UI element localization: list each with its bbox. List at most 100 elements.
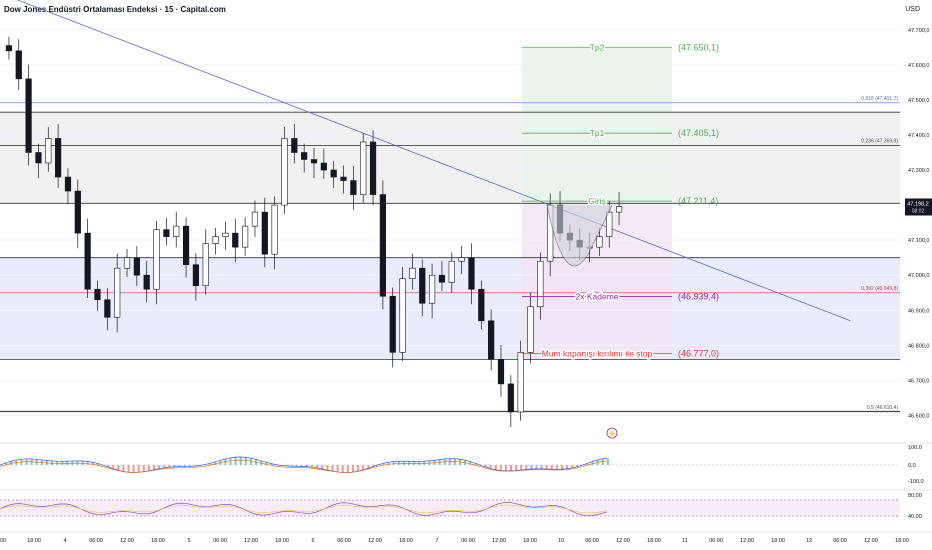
macd-histogram-bar <box>56 461 59 465</box>
candle-body <box>143 274 150 290</box>
candle-body <box>369 141 377 195</box>
y-tick-label: 47.300,0 <box>908 168 929 174</box>
candle-body <box>74 190 81 234</box>
candle-body <box>104 299 111 318</box>
bolt-glyph: ⚡ <box>608 429 617 438</box>
macd-histogram-bar <box>137 465 140 473</box>
x-tick-label: 11 <box>682 538 688 544</box>
position-level-value: (46.939,4) <box>678 291 719 301</box>
rsi-tick-label: 80,00 <box>908 493 922 499</box>
macd-histogram-bar <box>153 465 155 470</box>
x-tick-label: 12:00 <box>368 538 382 544</box>
macd-histogram-bar <box>127 465 130 473</box>
macd-histogram-bar <box>372 465 375 467</box>
position-level-value: (47.211,4) <box>678 196 718 206</box>
x-tick-label: 12:00 <box>740 538 754 544</box>
macd-histogram-bar <box>193 465 196 467</box>
candle-body <box>399 278 406 353</box>
x-tick-label: 18:00 <box>275 538 289 544</box>
macd-tick-label: 0,0 <box>908 463 916 469</box>
candle-body <box>25 78 32 153</box>
fib-label: 0,382 (46.949,8) <box>861 286 898 292</box>
x-tick-label: 18:00 <box>523 538 537 544</box>
x-tick-label: 06:00 <box>461 538 475 544</box>
fib-label: 0,618 (47.491,7) <box>861 96 898 102</box>
currency-label: USD <box>905 6 920 13</box>
fib-label: 0,5 (46.610,4) <box>867 405 898 411</box>
x-tick-label: 18:00 <box>647 538 661 544</box>
macd-histogram-bar <box>147 465 150 471</box>
x-tick-label: 5 <box>187 538 190 544</box>
candle-body <box>123 257 131 269</box>
candle-body <box>389 295 396 353</box>
macd-histogram-bar <box>550 465 553 470</box>
macd-histogram-bar <box>96 463 99 465</box>
macd-histogram-bar <box>387 462 390 465</box>
position-level-name: Tp1 <box>590 128 605 138</box>
macd-line <box>0 456 607 473</box>
levels-layer: 0,618 (47.491,7) 0,236 (47.369,8) 0,382 (4… <box>0 0 900 413</box>
macd-histogram-bar <box>586 463 589 465</box>
candle-body <box>182 225 190 265</box>
macd-histogram-bar <box>285 465 288 466</box>
macd-histogram-bar <box>300 465 303 467</box>
candle-body <box>232 232 239 248</box>
macd-histogram-bar <box>382 463 385 465</box>
position-level-value: (46.777,0) <box>678 348 719 358</box>
y-tick-label: 46.900,0 <box>908 308 929 314</box>
indicator-panels: 100,0 0,0 -100,0 80,00 40,00 <box>0 442 932 520</box>
macd-histogram-bar <box>397 461 400 465</box>
macd-histogram-bar <box>540 465 543 469</box>
macd-histogram-bar <box>357 465 359 472</box>
x-tick-label: 6 <box>311 538 314 544</box>
candle-body <box>242 225 249 248</box>
candle-body <box>606 211 613 237</box>
macd-histogram-bar <box>183 465 186 467</box>
candle-body <box>350 180 357 195</box>
macd-histogram-bar <box>474 462 477 465</box>
candle-body <box>615 206 623 213</box>
macd-histogram-bar <box>117 465 120 470</box>
macd-histogram-bar <box>316 465 319 468</box>
candle-body <box>35 152 42 164</box>
x-tick-label: 10 <box>558 538 564 544</box>
macd-histogram-bar <box>5 463 8 465</box>
candle-body <box>45 138 52 164</box>
macd-histogram-bar <box>494 465 497 470</box>
macd-histogram-bar <box>112 465 115 469</box>
x-tick-label: 7 <box>435 538 438 544</box>
macd-histogram-bar <box>510 465 512 471</box>
macd-histogram-bar <box>545 465 548 469</box>
x-tick-label: 18:00 <box>27 538 41 544</box>
macd-histogram-bar <box>290 465 293 467</box>
position-level-value: (47.650,1) <box>678 42 719 52</box>
macd-histogram-bar <box>571 465 574 469</box>
y-tick-label: 47.000,0 <box>908 273 929 279</box>
x-tick-label: 00 <box>0 538 6 544</box>
macd-histogram-bar <box>244 457 247 465</box>
macd-histogram-bar <box>448 458 451 465</box>
macd-histogram-bar <box>61 461 64 465</box>
candle-body <box>438 274 446 283</box>
macd-histogram-bar <box>178 465 181 467</box>
macd-histogram-bar <box>418 461 421 465</box>
macd-histogram-bar <box>142 465 145 472</box>
macd-histogram-bar <box>484 465 487 467</box>
macd-histogram-bar <box>392 461 395 465</box>
candle-body <box>55 138 62 178</box>
x-tick-label: 12 <box>806 538 812 544</box>
x-tick-label: 12:00 <box>120 538 134 544</box>
target-zone <box>522 47 672 202</box>
x-tick-label: 12:00 <box>244 538 258 544</box>
signal-line <box>0 459 607 473</box>
macd-histogram-bar <box>107 465 110 467</box>
candle-body <box>409 267 416 280</box>
candle-body <box>202 243 209 287</box>
candle-body <box>84 232 91 290</box>
candle-body <box>114 267 121 318</box>
candle-body <box>94 288 101 301</box>
macd-histogram-bar <box>351 465 354 473</box>
macd-histogram-bar <box>158 465 161 469</box>
